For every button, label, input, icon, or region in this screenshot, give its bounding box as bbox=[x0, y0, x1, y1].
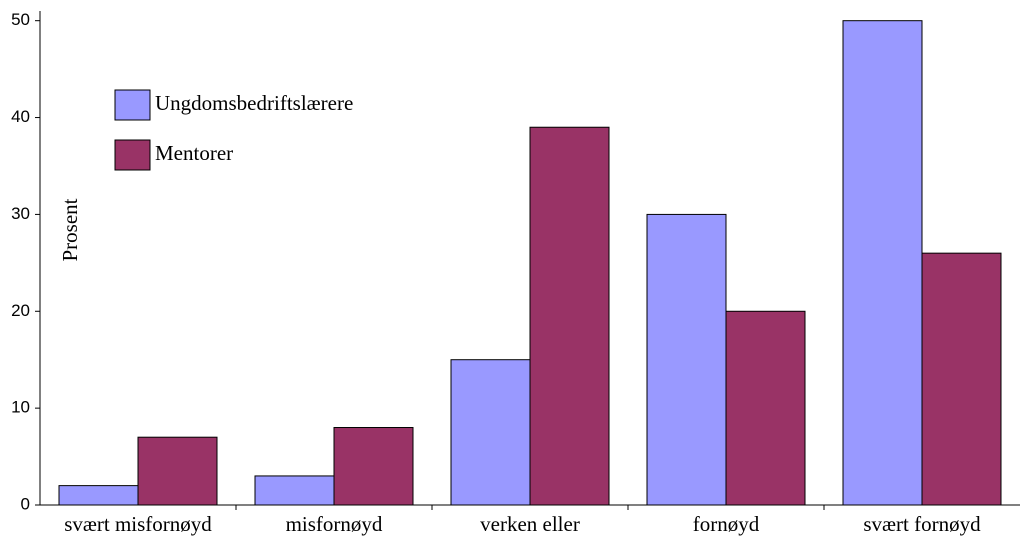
bar bbox=[646, 213, 727, 506]
x-tick-label: svært misfornøyd bbox=[64, 512, 212, 536]
y-tick-label: 0 bbox=[21, 494, 30, 513]
bar bbox=[921, 252, 1002, 506]
legend-label: Ungdomsbedriftslærere bbox=[155, 91, 353, 115]
x-tick-label: verken eller bbox=[480, 512, 580, 536]
y-tick-label: 10 bbox=[11, 398, 30, 417]
x-tick-label: fornøyd bbox=[693, 512, 760, 536]
bar bbox=[58, 485, 139, 506]
y-axis-label: Prosent bbox=[58, 198, 82, 261]
bar bbox=[725, 310, 806, 506]
bar bbox=[529, 126, 610, 506]
y-tick-label: 50 bbox=[11, 10, 30, 29]
bar bbox=[137, 436, 218, 506]
bar bbox=[254, 475, 335, 506]
bar bbox=[450, 359, 531, 506]
x-tick-label: svært fornøyd bbox=[863, 512, 981, 536]
bar bbox=[333, 427, 414, 506]
x-tick-label: misfornøyd bbox=[286, 512, 383, 536]
legend-label: Mentorer bbox=[155, 141, 233, 165]
legend-swatch bbox=[114, 139, 151, 171]
bar bbox=[842, 20, 923, 506]
y-tick-label: 40 bbox=[11, 107, 30, 126]
y-tick-label: 30 bbox=[11, 204, 30, 223]
y-tick-label: 20 bbox=[11, 301, 30, 320]
legend-swatch bbox=[114, 89, 151, 121]
